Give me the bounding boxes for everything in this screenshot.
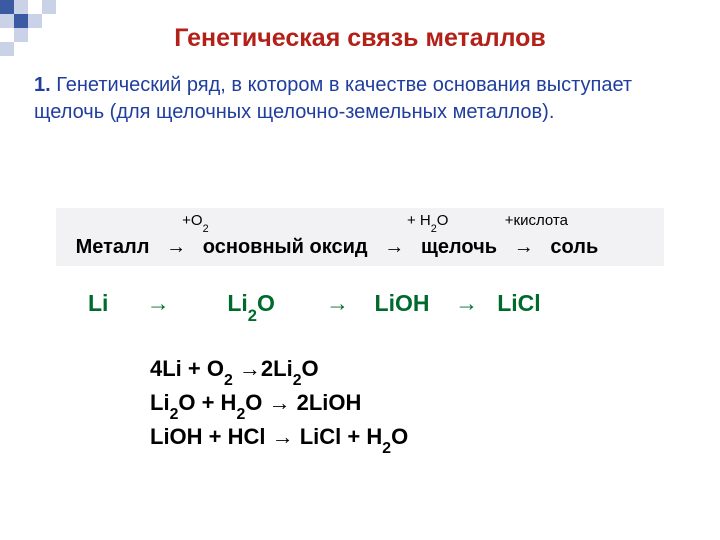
li-oxide: Li2O — [227, 290, 275, 316]
scheme-conditions-row: +O2 + H2O +кислота — [56, 212, 664, 232]
li-hydroxide: LiOH — [375, 290, 430, 316]
intro-paragraph: 1. Генетический ряд, в котором в качеств… — [34, 72, 686, 126]
scheme-step-oxide: основный оксид — [203, 236, 368, 258]
arrow-icon: → — [326, 290, 349, 316]
slide-title: Генетическая связь металлов — [0, 24, 720, 53]
arrow-icon: → — [384, 236, 404, 258]
equation-1: 4Li + O2 →2Li2O — [150, 354, 408, 388]
arrow-icon: → — [147, 290, 170, 316]
title-text: Генетическая связь металлов — [174, 24, 546, 52]
arrow-icon: → — [514, 236, 534, 258]
li-chloride: LiCl — [497, 290, 540, 316]
cond-h2o: + H2O — [407, 212, 448, 229]
scheme-step-alkali: щелочь — [421, 236, 497, 258]
li-metal: Li — [88, 290, 108, 316]
intro-lead-number: 1. — [34, 74, 51, 96]
cond-acid: +кислота — [505, 212, 568, 229]
arrow-icon: → — [455, 290, 478, 316]
scheme-main-row: Металл → основный оксид → щелочь → соль — [56, 236, 664, 259]
scheme-step-salt: соль — [550, 236, 598, 258]
equation-2: Li2O + H2O → 2LiOH — [150, 388, 408, 422]
lithium-example-row: Li → Li2O → LiOH → LiCl — [88, 290, 541, 322]
cond-o2: +O2 — [182, 212, 208, 229]
equation-3: LiOH + HCl → LiCl + H2O — [150, 422, 408, 456]
arrow-icon: → — [166, 236, 186, 258]
scheme-band: +O2 + H2O +кислота Металл → основный окс… — [56, 208, 664, 266]
scheme-step-metal: Металл — [76, 236, 150, 258]
intro-body: Генетический ряд, в котором в качестве о… — [34, 74, 632, 123]
equations-block: 4Li + O2 →2Li2O Li2O + H2O → 2LiOH LiOH … — [150, 354, 408, 455]
